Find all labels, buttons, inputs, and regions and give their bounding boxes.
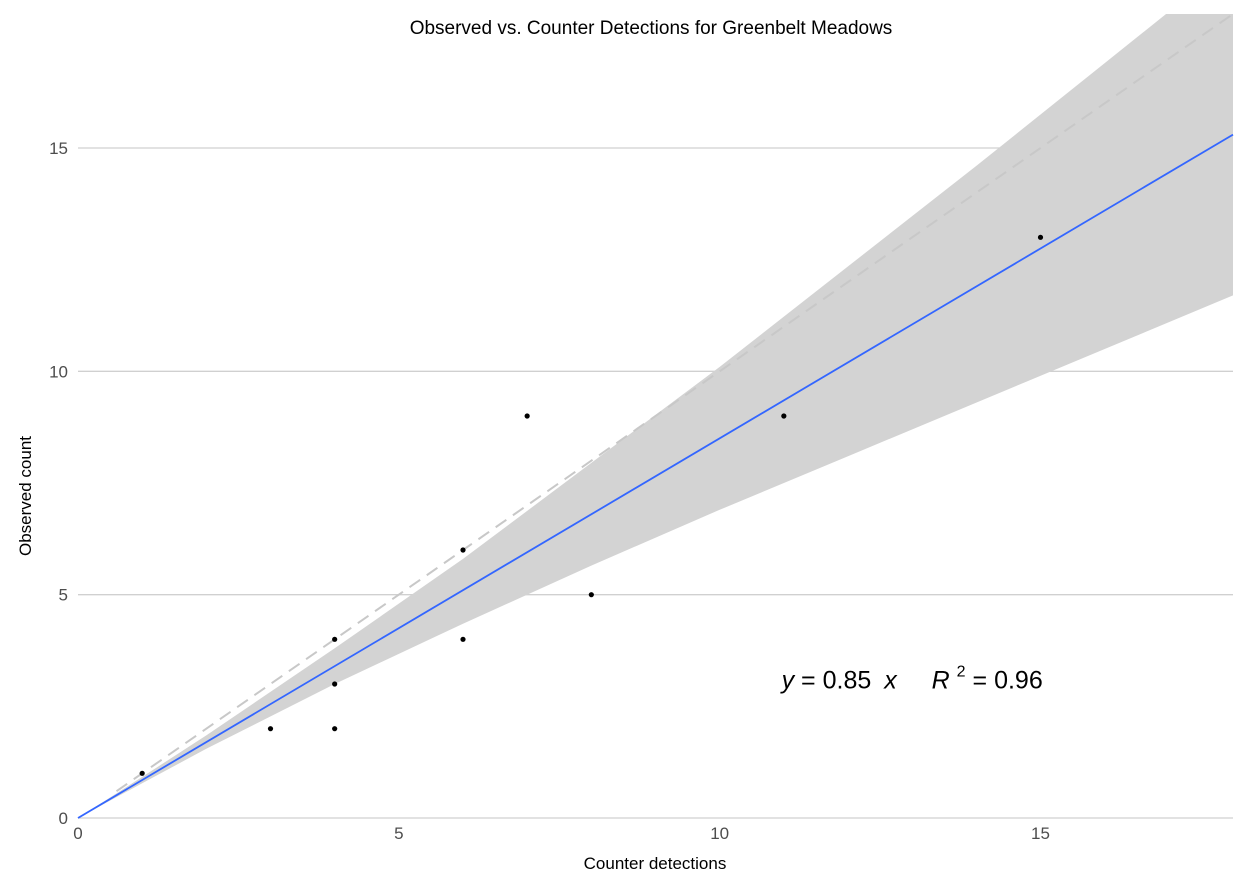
data-point-2 — [267, 726, 274, 732]
data-point-3 — [332, 726, 338, 732]
regression-annotation: y = 0.85 x R 2 = 0.96 — [780, 654, 1043, 694]
annotation-slope: = 0.85 — [801, 666, 871, 694]
x-tick-label-5: 5 — [394, 824, 403, 843]
data-point-4 — [332, 681, 338, 687]
reference-line — [115, 13, 1234, 793]
annotation-x-symbol: x — [883, 666, 898, 694]
annotation-r-symbol: R — [932, 666, 950, 694]
data-point-10 — [781, 413, 787, 419]
data-point-8 — [524, 413, 530, 419]
annotation-r-superscript: 2 — [957, 663, 966, 680]
x-tick-label-0: 0 — [73, 824, 82, 843]
x-axis-ticks: 0 5 10 15 — [73, 824, 1050, 843]
reference-line-layer — [115, 13, 1234, 793]
annotation-y-symbol: y — [780, 666, 796, 694]
x-tick-label-10: 10 — [710, 824, 729, 843]
data-point-5 — [332, 636, 338, 642]
data-point-9 — [588, 592, 594, 598]
y-tick-label-0: 0 — [59, 809, 68, 828]
x-tick-label-15: 15 — [1031, 824, 1050, 843]
fit-line-layer — [77, 133, 1234, 819]
fit-line — [77, 133, 1234, 819]
chart-title: Observed vs. Counter Detections for Gree… — [410, 18, 893, 39]
data-point-7 — [460, 547, 466, 553]
x-axis-title: Counter detections — [584, 854, 727, 873]
data-point-6 — [460, 636, 466, 642]
confidence-band — [78, 14, 1233, 818]
y-tick-label-10: 10 — [49, 362, 68, 381]
data-points — [139, 234, 1044, 776]
y-tick-label-15: 15 — [49, 139, 68, 158]
data-point-11 — [1037, 234, 1044, 240]
annotation-r-squared: = 0.96 — [973, 666, 1043, 694]
y-tick-label-5: 5 — [59, 586, 68, 605]
confidence-band-area — [78, 14, 1233, 818]
y-axis-ticks: 0 5 10 15 — [49, 139, 68, 828]
y-axis-title: Observed count — [16, 436, 35, 556]
data-point-1 — [139, 770, 145, 776]
